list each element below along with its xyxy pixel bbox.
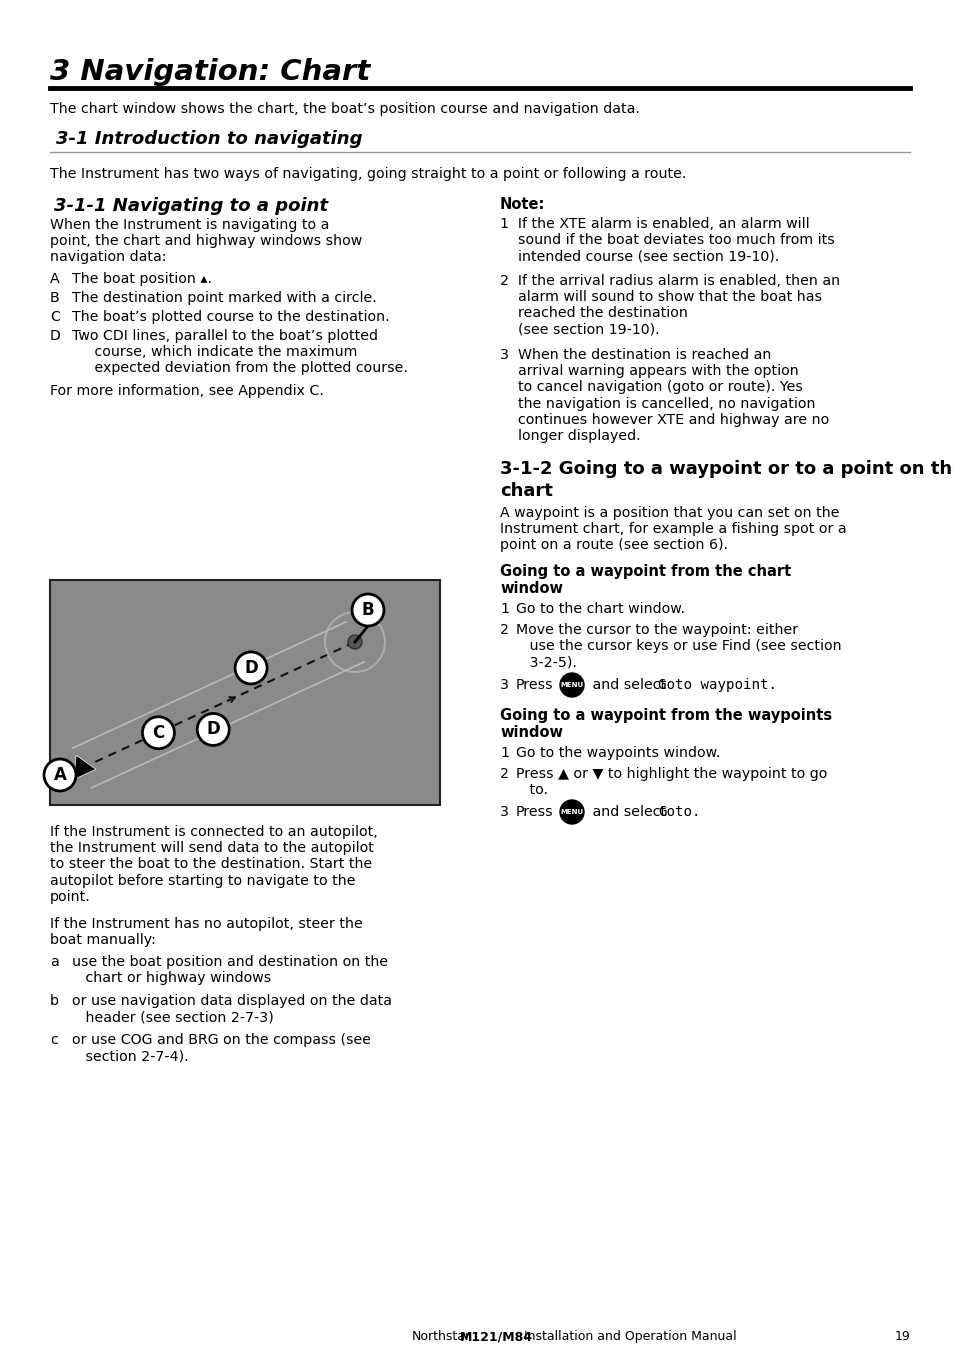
Text: 3-1-2 Going to a waypoint or to a point on the: 3-1-2 Going to a waypoint or to a point … [499, 460, 953, 478]
Text: C: C [50, 310, 60, 324]
Text: use the boat position and destination on the
   chart or highway windows: use the boat position and destination on… [71, 955, 388, 986]
Text: When the Instrument is navigating to a
point, the chart and highway windows show: When the Instrument is navigating to a p… [50, 218, 362, 264]
Text: A: A [53, 766, 67, 784]
Text: Northstar: Northstar [412, 1330, 471, 1343]
Text: Go to the chart window.: Go to the chart window. [516, 603, 684, 616]
Text: If the Instrument has no autopilot, steer the
boat manually:: If the Instrument has no autopilot, stee… [50, 917, 362, 948]
Text: B: B [361, 601, 374, 619]
Circle shape [559, 673, 583, 697]
Text: 3: 3 [499, 678, 509, 692]
Text: Press: Press [516, 806, 553, 819]
Circle shape [348, 635, 361, 649]
Text: and select: and select [587, 678, 670, 692]
Text: Note:: Note: [499, 196, 545, 213]
Text: c: c [50, 1033, 58, 1047]
Text: 3: 3 [499, 806, 509, 819]
Text: and select: and select [587, 806, 670, 819]
Text: Goto waypoint.: Goto waypoint. [658, 678, 776, 692]
Text: 1: 1 [499, 746, 508, 760]
Text: b: b [50, 994, 59, 1007]
Text: 3-1 Introduction to navigating: 3-1 Introduction to navigating [56, 130, 362, 148]
Text: A: A [50, 272, 59, 286]
Text: For more information, see Appendix C.: For more information, see Appendix C. [50, 385, 323, 398]
Text: C: C [152, 724, 164, 742]
Text: The boat’s plotted course to the destination.: The boat’s plotted course to the destina… [71, 310, 389, 324]
Text: 3 Navigation: Chart: 3 Navigation: Chart [50, 58, 370, 87]
Circle shape [142, 716, 174, 749]
Circle shape [352, 594, 384, 626]
Text: 2  If the arrival radius alarm is enabled, then an
    alarm will sound to show : 2 If the arrival radius alarm is enabled… [499, 274, 840, 337]
Text: D: D [244, 659, 257, 677]
Text: or use COG and BRG on the compass (see
   section 2-7-4).: or use COG and BRG on the compass (see s… [71, 1033, 371, 1063]
Text: M121/M84: M121/M84 [459, 1330, 533, 1343]
Text: 19: 19 [893, 1330, 909, 1343]
Text: Press: Press [516, 678, 553, 692]
Text: Going to a waypoint from the waypoints
window: Going to a waypoint from the waypoints w… [499, 708, 831, 741]
Circle shape [234, 651, 267, 684]
Text: or use navigation data displayed on the data
   header (see section 2-7-3): or use navigation data displayed on the … [71, 994, 392, 1024]
Text: 2: 2 [499, 623, 508, 636]
Text: a: a [50, 955, 59, 969]
Text: 3  When the destination is reached an
    arrival warning appears with the optio: 3 When the destination is reached an arr… [499, 348, 828, 443]
Text: 2: 2 [499, 766, 508, 781]
Text: The boat position ▴.: The boat position ▴. [71, 272, 212, 286]
Text: Installation and Operation Manual: Installation and Operation Manual [516, 1330, 736, 1343]
Text: D: D [206, 720, 220, 738]
Text: B: B [50, 291, 60, 305]
Text: A waypoint is a position that you can set on the
Instrument chart, for example a: A waypoint is a position that you can se… [499, 506, 845, 552]
Text: Press ▲ or ▼ to highlight the waypoint to go
   to.: Press ▲ or ▼ to highlight the waypoint t… [516, 766, 826, 798]
Text: If the Instrument is connected to an autopilot,
the Instrument will send data to: If the Instrument is connected to an aut… [50, 825, 377, 904]
Text: Move the cursor to the waypoint: either
   use the cursor keys or use Find (see : Move the cursor to the waypoint: either … [516, 623, 841, 669]
Text: Goto.: Goto. [658, 806, 700, 819]
Text: 3-1-1 Navigating to a point: 3-1-1 Navigating to a point [54, 196, 328, 215]
Circle shape [197, 714, 229, 746]
Text: The Instrument has two ways of navigating, going straight to a point or followin: The Instrument has two ways of navigatin… [50, 167, 685, 181]
Circle shape [44, 760, 76, 791]
Text: The destination point marked with a circle.: The destination point marked with a circ… [71, 291, 376, 305]
Text: 1: 1 [499, 603, 508, 616]
Circle shape [559, 800, 583, 825]
Text: MENU: MENU [559, 682, 583, 688]
Text: chart: chart [499, 482, 553, 500]
Text: Going to a waypoint from the chart
window: Going to a waypoint from the chart windo… [499, 565, 790, 596]
Text: MENU: MENU [559, 808, 583, 815]
Polygon shape [73, 756, 96, 780]
Text: Go to the waypoints window.: Go to the waypoints window. [516, 746, 720, 760]
Text: D: D [50, 329, 61, 343]
Text: 1  If the XTE alarm is enabled, an alarm will
    sound if the boat deviates too: 1 If the XTE alarm is enabled, an alarm … [499, 217, 834, 264]
Text: Two CDI lines, parallel to the boat’s plotted
     course, which indicate the ma: Two CDI lines, parallel to the boat’s pl… [71, 329, 408, 375]
Text: The chart window shows the chart, the boat’s position course and navigation data: The chart window shows the chart, the bo… [50, 102, 639, 116]
Bar [50, 580, 439, 806]
